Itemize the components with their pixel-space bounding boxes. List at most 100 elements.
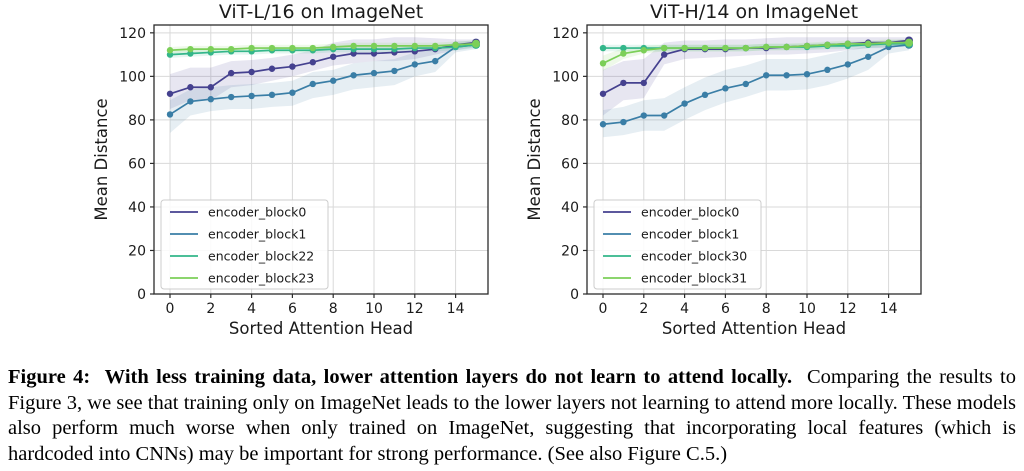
data-point-encoder_block1 — [228, 93, 235, 101]
series-line-encoder_block23 — [169, 42, 477, 52]
data-point-encoder_block1 — [370, 69, 378, 77]
confidence-band-encoder_block1 — [603, 39, 909, 138]
data-point-encoder_block23 — [472, 39, 480, 48]
data-point-encoder_block23 — [330, 43, 337, 51]
data-point-encoder_block1 — [620, 118, 627, 126]
data-point-encoder_block1 — [330, 77, 337, 84]
data-point-encoder_block31 — [681, 44, 688, 52]
y-tick-label: 100 — [552, 69, 579, 85]
data-point-encoder_block1 — [661, 112, 668, 119]
y-tick-label: 100 — [119, 69, 146, 85]
figure-panel: 0 2 4 6 8 10 12 14 0 20 40 60 80 100 120 ViT-L/16 on Im… — [0, 0, 922, 352]
data-point-encoder_block30 — [620, 44, 627, 52]
y-tick-label: 80 — [561, 113, 579, 129]
chart-vit-l16: 0 2 4 6 8 10 12 14 0 20 40 60 80 100 120 ViT-L/16 on Im… — [0, 0, 512, 352]
data-point-encoder_block31 — [905, 38, 913, 47]
data-point-encoder_block1 — [640, 112, 647, 119]
data-point-encoder_block31 — [661, 44, 668, 52]
data-point-encoder_block23 — [166, 47, 174, 54]
chart-svg-vit-h14: 0 2 4 6 8 10 12 14 0 20 40 60 80 100 120 ViT-H/14 on Im… — [525, 1, 922, 338]
y-tick-label: 120 — [119, 26, 146, 42]
data-point-encoder_block1 — [742, 80, 749, 88]
series-line-encoder_block1 — [602, 43, 910, 126]
y-tick-label: 20 — [561, 243, 579, 259]
data-point-encoder_block1 — [803, 70, 811, 78]
x-axis-label: Sorted Attention Head — [229, 319, 413, 338]
data-point-encoder_block23 — [370, 42, 378, 50]
data-point-encoder_block23 — [207, 45, 214, 53]
data-point-encoder_block31 — [803, 42, 811, 50]
data-point-encoder_block23 — [187, 45, 194, 53]
chart-svg-vit-l16: 0 2 4 6 8 10 12 14 0 20 40 60 80 100 120 ViT-L/16 on Im… — [92, 1, 489, 338]
x-tick-label: 0 — [599, 301, 608, 317]
data-point-encoder_block0 — [187, 84, 194, 91]
legend-label-encoder_block0: encoder_block0 — [208, 205, 306, 220]
data-point-encoder_block23 — [248, 44, 255, 52]
series-line-encoder_block22 — [169, 43, 477, 56]
data-point-encoder_block1 — [783, 72, 790, 79]
data-point-encoder_block1 — [763, 72, 770, 79]
y-tick-label: 80 — [128, 113, 146, 129]
caption-bold-lead: Figure 4: With less training data, lower… — [8, 366, 793, 388]
x-tick-label: 10 — [798, 301, 816, 317]
data-point-encoder_block0 — [620, 79, 627, 87]
data-point-encoder_block1 — [411, 61, 418, 68]
confidence-band-encoder_block0 — [603, 37, 909, 116]
data-point-encoder_block31 — [640, 47, 647, 54]
data-point-encoder_block0 — [228, 69, 235, 77]
y-tick-label: 40 — [128, 200, 146, 216]
y-tick-label: 60 — [561, 156, 579, 172]
legend-label-encoder_block1: encoder_block1 — [641, 227, 739, 242]
data-point-encoder_block23 — [289, 44, 296, 52]
legend-label-encoder_block22: encoder_block22 — [208, 249, 314, 264]
data-point-encoder_block31 — [599, 60, 607, 67]
legend-label-encoder_block1: encoder_block1 — [208, 227, 306, 242]
data-point-encoder_block31 — [844, 40, 851, 47]
data-point-encoder_block0 — [207, 84, 214, 91]
data-point-encoder_block31 — [701, 44, 709, 52]
figure-caption: Figure 4: With less training data, lower… — [8, 365, 1016, 467]
data-point-encoder_block1 — [844, 61, 851, 68]
data-point-encoder_block1 — [391, 67, 398, 75]
data-point-encoder_block1 — [432, 57, 439, 65]
x-tick-label: 2 — [206, 301, 215, 317]
x-tick-label: 10 — [365, 301, 383, 317]
chart-title: ViT-H/14 on ImageNet — [650, 1, 858, 23]
y-tick-label: 0 — [570, 287, 579, 303]
legend-box — [593, 199, 762, 290]
data-point-encoder_block0 — [599, 90, 607, 97]
data-point-encoder_block0 — [248, 68, 255, 76]
data-point-encoder_block1 — [166, 111, 174, 118]
data-point-encoder_block31 — [722, 44, 729, 52]
x-tick-label: 14 — [880, 301, 898, 317]
data-point-encoder_block31 — [620, 50, 627, 57]
legend-label-encoder_block30: encoder_block30 — [641, 249, 747, 264]
y-axis-label: Mean Distance — [525, 98, 544, 220]
x-axis-label: Sorted Attention Head — [662, 319, 846, 338]
data-point-encoder_block1 — [824, 66, 831, 74]
data-point-encoder_block23 — [411, 42, 418, 50]
caption-body: Comparing the results to Figure 3, we se… — [8, 366, 1016, 465]
data-point-encoder_block0 — [640, 79, 647, 87]
data-point-encoder_block1 — [722, 85, 729, 92]
data-point-encoder_block23 — [350, 42, 357, 50]
legend-label-encoder_block31: encoder_block31 — [641, 271, 747, 286]
data-point-encoder_block1 — [681, 100, 688, 107]
confidence-band-encoder_block0 — [170, 37, 476, 110]
data-point-encoder_block0 — [268, 65, 276, 72]
x-tick-label: 4 — [247, 301, 256, 317]
data-point-encoder_block1 — [187, 98, 194, 105]
y-axis-label: Mean Distance — [92, 98, 111, 220]
data-point-encoder_block23 — [432, 42, 439, 50]
x-tick-label: 4 — [680, 301, 689, 317]
legend-box — [160, 199, 329, 290]
series-line-encoder_block0 — [169, 41, 477, 95]
data-point-encoder_block0 — [309, 59, 316, 66]
data-point-encoder_block0 — [661, 51, 668, 58]
plot-border — [586, 24, 922, 295]
x-tick-label: 6 — [721, 301, 730, 317]
chart-title: ViT-L/16 on ImageNet — [219, 1, 423, 23]
data-point-encoder_block1 — [599, 121, 607, 128]
data-point-encoder_block1 — [865, 53, 872, 60]
